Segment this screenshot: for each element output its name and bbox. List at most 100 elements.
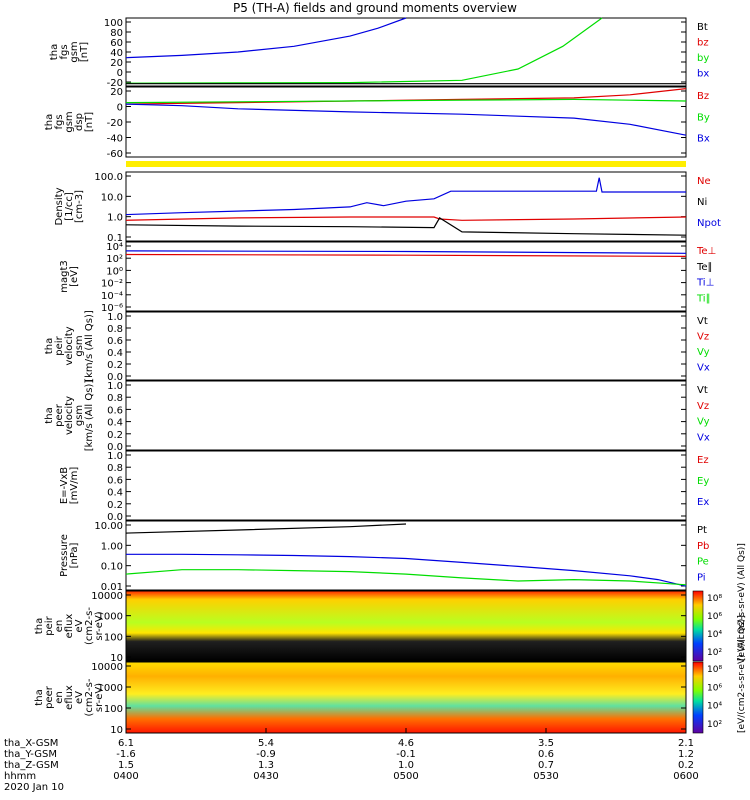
y-tick-label: 1000	[98, 612, 123, 623]
y-tick-label: 100	[104, 632, 123, 643]
panel-7	[125, 450, 687, 521]
y-tick-label: 10⁻²	[101, 279, 123, 290]
series-Ti	[125, 250, 687, 254]
ephemeris-value: 5.4	[258, 738, 274, 749]
series-by	[125, 17, 603, 84]
y-axis-label: eV	[74, 691, 85, 704]
y-axis-label: eflux	[64, 685, 75, 710]
y-tick-label: 0.0	[107, 372, 123, 383]
y-tick-label: 100	[104, 18, 123, 29]
y-axis-label: en	[54, 691, 65, 704]
y-axis-label: [nT]	[79, 42, 90, 62]
panel-5	[125, 311, 687, 381]
y-axis-label: velocity	[64, 326, 75, 365]
y-axis-label: magt3	[59, 260, 70, 293]
legend-item-Ex: Ex	[697, 497, 709, 508]
y-tick-label: 1.0	[107, 312, 123, 323]
ephemeris-value: 0400	[113, 771, 138, 782]
y-axis-label: gsm	[74, 405, 85, 426]
y-axis-label: en	[54, 620, 65, 633]
panel-2	[125, 86, 687, 158]
y-tick-label: 0.2	[107, 430, 123, 441]
panel-frame	[125, 171, 687, 242]
legend-item-Vy: Vy	[697, 347, 710, 358]
legend-item-Pe: Pe	[697, 557, 709, 568]
y-tick-label: 0.6	[107, 336, 123, 347]
y-axis-label: peir	[54, 335, 65, 355]
y-tick-label: 0.8	[107, 324, 123, 335]
legend-item-Bz: Bz	[697, 91, 709, 102]
y-axis-label: [nPa]	[69, 542, 80, 568]
y-axis-label: [cm-3]	[74, 190, 85, 223]
y-axis-label: (cm2-s-	[84, 607, 95, 645]
ephemeris-value: 1.0	[398, 760, 414, 771]
y-tick-label: 0.1	[107, 233, 123, 244]
panel-frame	[125, 241, 687, 312]
y-axis-label: fgs	[54, 114, 65, 129]
y-tick-label: 0.6	[107, 475, 123, 486]
legend-item-By: By	[697, 112, 710, 123]
y-axis-label: peer	[44, 685, 55, 709]
colorbar-tick: 10⁸	[707, 594, 722, 604]
y-axis-label: peer	[54, 403, 65, 427]
y-tick-label: 0.0	[107, 442, 123, 453]
series-Te	[125, 253, 687, 257]
legend-item-Bt: Bt	[697, 22, 708, 33]
y-tick-label: 10.00	[94, 521, 123, 532]
colorbar-tick: 10⁸	[707, 665, 722, 675]
legend-item-Ni: Ni	[697, 197, 707, 208]
colorbar-1	[692, 590, 704, 662]
colorbar-tick: 10⁴	[707, 630, 722, 640]
y-tick-label: 10⁰	[106, 266, 123, 277]
ephemeris-label: 2020 Jan 10	[4, 782, 64, 793]
y-tick-label: 0.4	[107, 418, 123, 429]
ephemeris-value: 0430	[253, 771, 278, 782]
series-Pt	[125, 523, 407, 534]
y-axis-label: gsm	[74, 335, 85, 356]
y-tick-label: 0.10	[101, 562, 123, 573]
legend-item-Vy: Vy	[697, 417, 710, 428]
colorbar-tick: 10²	[707, 720, 722, 730]
y-axis-label: [nT]	[84, 112, 95, 132]
ephemeris-value: 0.6	[538, 749, 554, 760]
y-axis-label: tha	[44, 114, 55, 130]
y-axis-label: peir	[44, 615, 55, 635]
panel-frame	[125, 520, 687, 591]
y-tick-label: 0.6	[107, 405, 123, 416]
legend-item-Vx: Vx	[697, 363, 710, 374]
y-axis-label: tha	[34, 618, 45, 634]
legend-item-Ne: Ne	[697, 176, 711, 187]
series-Ne	[125, 216, 687, 221]
legend-item-Te∥: Te∥	[696, 262, 713, 273]
panel-10	[125, 661, 704, 734]
panel-4	[125, 241, 687, 312]
y-axis-label: gsm	[69, 41, 80, 62]
ephemeris-value: 0.2	[678, 760, 694, 771]
y-axis-label: [mV/m]	[69, 467, 80, 505]
y-tick-label: 0.01	[101, 582, 123, 593]
y-axis-label: eV	[74, 619, 85, 632]
y-axis-label: (cm2-s-	[84, 678, 95, 716]
y-tick-label: 10²	[106, 254, 123, 265]
y-tick-label: 20	[110, 58, 123, 69]
y-tick-label: 0.0	[107, 512, 123, 523]
y-tick-label: 100	[104, 704, 123, 715]
series-Bz	[125, 88, 687, 105]
y-axis-label: sr-eV)	[94, 683, 105, 712]
panel-8	[125, 520, 687, 591]
colorbar-2	[692, 661, 704, 734]
y-tick-label: 80	[110, 28, 123, 39]
y-axis-label: tha	[44, 338, 55, 354]
legend-item-Vt: Vt	[697, 385, 708, 396]
ephemeris-label: hhmm	[4, 771, 36, 782]
legend-item-by: by	[697, 53, 709, 64]
y-tick-label: 1.00	[101, 541, 123, 552]
colorbar-tick: 10⁴	[707, 702, 722, 712]
ephemeris-value: -0.1	[396, 749, 416, 760]
y-tick-label: 0.8	[107, 463, 123, 474]
y-tick-label: 10⁻⁴	[101, 291, 123, 302]
ephemeris-value: -0.9	[256, 749, 276, 760]
y-tick-label: 100.0	[94, 172, 123, 183]
